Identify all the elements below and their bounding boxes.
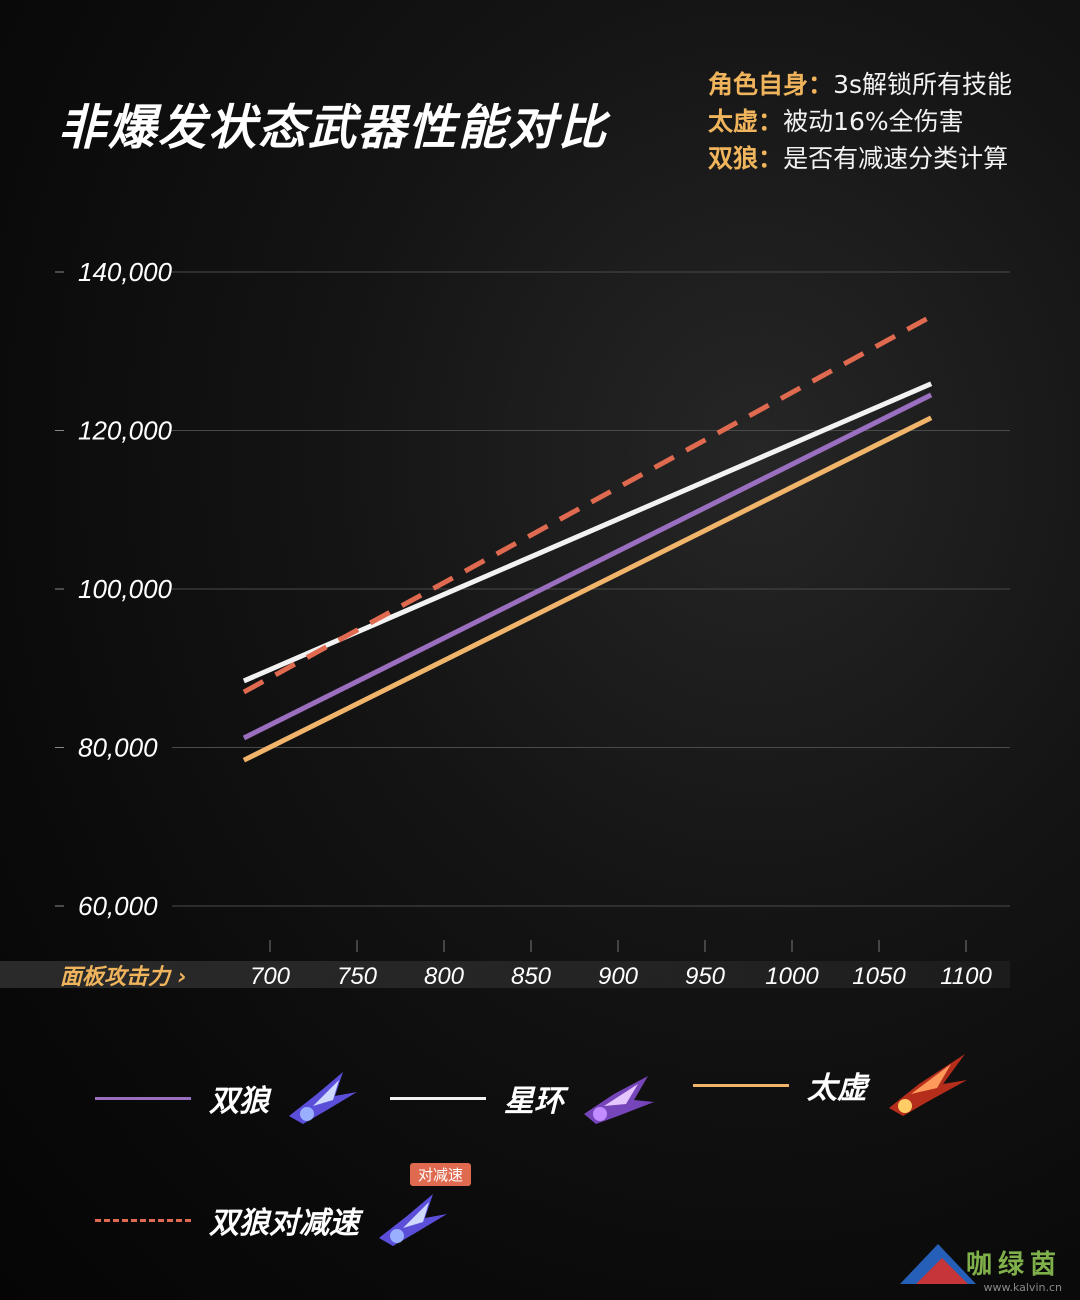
line-chart: 60,000 80,000 100,000 120,000 140,000 700 750 8… bbox=[55, 257, 1010, 990]
notes-panel: 角色自身：3s解锁所有技能 太虚：被动16%全伤害 双狼：是否有减速分类计算 bbox=[708, 66, 1012, 177]
blue-weapon-icon bbox=[379, 1194, 447, 1246]
y-tick-label: 80,000 bbox=[78, 733, 158, 763]
note-line: 太虚：被动16%全伤害 bbox=[708, 107, 964, 136]
y-tick-label: 120,000 bbox=[78, 416, 173, 446]
legend-label: 太虚 bbox=[807, 1071, 867, 1106]
legend-label: 双狼对减速 bbox=[209, 1206, 359, 1241]
note-text: 被动16%全伤害 bbox=[783, 107, 964, 136]
series-line bbox=[242, 314, 933, 695]
legend-swatch bbox=[693, 1083, 789, 1087]
slow-badge: 对减速 bbox=[410, 1163, 472, 1186]
legend-item-taixu: 太虚 bbox=[693, 1050, 971, 1120]
watermark-url: www.kalvin.cn bbox=[983, 1281, 1062, 1294]
note-key: 双狼 bbox=[708, 144, 759, 173]
x-tick-label: 850 bbox=[511, 963, 552, 990]
x-tick-label: 900 bbox=[598, 963, 639, 990]
y-tick-label: 140,000 bbox=[78, 257, 173, 287]
legend-item-shuanglang: 双狼 bbox=[95, 1066, 363, 1130]
legend-label: 双狼 bbox=[209, 1084, 269, 1119]
y-tick-label: 60,000 bbox=[78, 891, 158, 921]
legend-item-shuanglang-slow: 双狼对减速 bbox=[95, 1188, 453, 1252]
x-tick-label: 950 bbox=[685, 963, 726, 990]
watermark-logo-icon bbox=[900, 1244, 976, 1284]
legend-label: 星环 bbox=[504, 1084, 564, 1119]
x-tick-label: 700 bbox=[250, 963, 291, 990]
x-tick-label: 1050 bbox=[852, 963, 906, 990]
red-weapon-icon bbox=[889, 1054, 967, 1116]
purple-weapon-icon bbox=[584, 1076, 654, 1124]
x-tick-label: 800 bbox=[424, 963, 465, 990]
series-line bbox=[242, 415, 933, 763]
x-tick-label: 750 bbox=[337, 963, 378, 990]
note-text: 是否有减速分类计算 bbox=[783, 144, 1009, 173]
legend-swatch bbox=[95, 1096, 191, 1100]
note-text: 3s解锁所有技能 bbox=[833, 70, 1012, 99]
x-tick-label: 1000 bbox=[765, 963, 819, 990]
note-line: 双狼：是否有减速分类计算 bbox=[708, 144, 1009, 173]
watermark-text: 咖绿茵 bbox=[965, 1250, 1062, 1280]
note-key: 太虚 bbox=[708, 107, 759, 136]
y-tick-label: 100,000 bbox=[78, 574, 173, 604]
series-line bbox=[242, 392, 933, 741]
watermark: 咖绿茵 www.kalvin.cn bbox=[966, 1244, 1062, 1294]
legend-swatch bbox=[390, 1096, 486, 1100]
legend-item-xinghuan: 星环 bbox=[390, 1066, 658, 1130]
chart-title: 非爆发状态武器性能对比 bbox=[58, 100, 609, 156]
blue-weapon-icon bbox=[289, 1072, 357, 1124]
note-line: 角色自身：3s解锁所有技能 bbox=[708, 70, 1012, 99]
note-key: 角色自身 bbox=[708, 70, 809, 99]
x-axis-band bbox=[0, 961, 1010, 988]
x-tick-label: 1100 bbox=[940, 963, 992, 990]
x-axis-label: 面板攻击力 › bbox=[60, 965, 187, 990]
legend-swatch bbox=[95, 1218, 191, 1222]
